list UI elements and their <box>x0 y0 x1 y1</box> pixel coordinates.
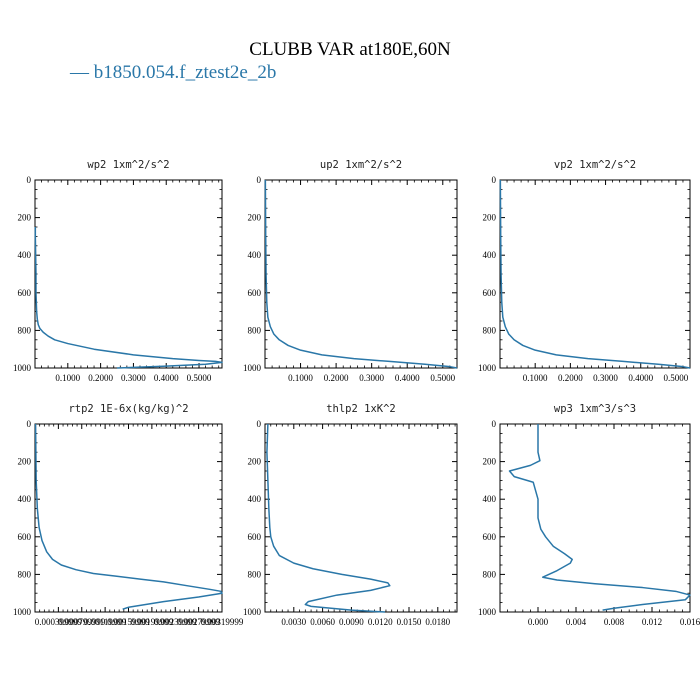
x-tick-label: 0.0090 <box>339 617 364 627</box>
y-tick-label: 400 <box>248 250 262 260</box>
panel-title: wp3 1xm^3/s^3 <box>554 403 636 415</box>
x-tick-label: 0.0030 <box>281 617 306 627</box>
x-tick-label: 0.00239999 <box>154 617 197 627</box>
x-tick-label: 0.0120 <box>368 617 393 627</box>
plot-frame <box>34 423 223 613</box>
y-tick-label: 0 <box>257 175 262 185</box>
x-tick-label: 0.000399999 <box>35 617 83 627</box>
plot-frame <box>264 423 458 613</box>
y-tick-label: 0 <box>27 419 32 429</box>
panel-title: rtp2 1E-6x(kg/kg)^2 <box>68 403 188 415</box>
y-tick-label: 200 <box>248 213 262 223</box>
x-tick-label: 0.5000 <box>430 373 455 383</box>
x-tick-label: 0.000799999 <box>58 617 106 627</box>
x-tick-label: 0.00319999 <box>201 617 244 627</box>
y-tick-label: 800 <box>483 325 497 335</box>
x-tick-label: 0.5000 <box>664 373 689 383</box>
y-tick-label: 1000 <box>243 363 262 373</box>
panel-title: thlp2 1xK^2 <box>326 403 396 415</box>
x-tick-label: 0.0180 <box>425 617 450 627</box>
x-tick-label: 0.3000 <box>593 373 618 383</box>
panel-title: up2 1xm^2/s^2 <box>320 159 402 171</box>
x-tick-label: 0.5000 <box>187 373 212 383</box>
panel-4: rtp2 1E-6x(kg/kg)^2020040060080010000.00… <box>13 403 244 627</box>
y-tick-label: 1000 <box>478 363 497 373</box>
series-line <box>499 179 691 369</box>
plot-frame <box>264 179 458 369</box>
x-tick-label: 0.4000 <box>395 373 420 383</box>
y-tick-label: 800 <box>248 325 262 335</box>
x-tick-label: 0.3000 <box>359 373 384 383</box>
y-tick-label: 200 <box>483 213 497 223</box>
y-tick-label: 1000 <box>478 607 497 617</box>
legend-entry: — b1850.054.f_ztest2e_2b <box>69 62 276 83</box>
x-tick-label: 0.4000 <box>154 373 179 383</box>
y-tick-label: 0 <box>492 419 497 429</box>
y-tick-label: 200 <box>248 457 262 467</box>
panel-title: vp2 1xm^2/s^2 <box>554 159 636 171</box>
x-tick-label: 0.0150 <box>397 617 422 627</box>
x-tick-label: 0.3000 <box>121 373 146 383</box>
y-tick-label: 800 <box>483 569 497 579</box>
x-tick-label: 0.016 <box>680 617 700 627</box>
x-tick-label: 0.2000 <box>88 373 113 383</box>
x-tick-label: 0.000 <box>528 617 549 627</box>
y-tick-label: 400 <box>483 250 497 260</box>
y-tick-label: 600 <box>18 532 32 542</box>
y-tick-label: 200 <box>18 457 32 467</box>
x-tick-label: 0.00119999 <box>84 617 127 627</box>
series-line <box>266 423 391 613</box>
x-tick-label: 0.1000 <box>288 373 313 383</box>
x-tick-label: 0.00199999 <box>131 617 174 627</box>
y-tick-label: 1000 <box>243 607 262 617</box>
y-tick-label: 0 <box>27 175 32 185</box>
x-tick-label: 0.1000 <box>55 373 80 383</box>
y-tick-label: 400 <box>483 494 497 504</box>
y-tick-label: 600 <box>248 288 262 298</box>
x-tick-label: 0.008 <box>604 617 625 627</box>
x-tick-label: 0.00279999 <box>177 617 220 627</box>
y-tick-label: 600 <box>18 288 32 298</box>
y-tick-label: 200 <box>18 213 32 223</box>
y-tick-label: 600 <box>483 288 497 298</box>
x-tick-label: 0.00159999 <box>107 617 150 627</box>
y-tick-label: 0 <box>492 175 497 185</box>
series-line <box>264 179 458 369</box>
panel-3: vp2 1xm^2/s^2 0 200 400 600 800 1000 0.1000 0.20… <box>478 159 691 383</box>
x-tick-label: 0.012 <box>642 617 662 627</box>
y-tick-label: 200 <box>483 457 497 467</box>
panel-title: wp2 1xm^2/s^2 <box>87 159 169 171</box>
panel-2: up2 1xm^2/s^2 0 200 400 600 800 1000 0.1000 0.20… <box>243 159 458 383</box>
y-tick-label: 600 <box>483 532 497 542</box>
y-tick-label: 800 <box>248 569 262 579</box>
y-tick-label: 0 <box>257 419 262 429</box>
y-tick-label: 800 <box>18 569 32 579</box>
series-line <box>508 424 691 611</box>
y-tick-label: 400 <box>248 494 262 504</box>
x-tick-label: 0.1000 <box>523 373 548 383</box>
x-tick-label: 0.0060 <box>310 617 335 627</box>
figure-title: CLUBB VAR at180E,60N <box>249 39 451 60</box>
x-tick-label: 0.2000 <box>324 373 349 383</box>
x-tick-label: 0.004 <box>566 617 587 627</box>
plot-frame <box>34 179 223 369</box>
series-line <box>34 227 223 369</box>
panel-1: wp2 1xm^2/s^2 0 200 400 600 800 1000 0.1000 0.20… <box>13 159 223 383</box>
x-tick-label: 0.4000 <box>628 373 653 383</box>
panel-6: wp3 1xm^3/s^3 0 200 400 600 800 1000 0.000 0.004… <box>478 403 700 627</box>
plot-frame <box>499 179 691 369</box>
y-tick-label: 800 <box>18 325 32 335</box>
y-tick-label: 1000 <box>13 363 32 373</box>
y-tick-label: 400 <box>18 494 32 504</box>
panel-grid: wp2 1xm^2/s^2 0 200 400 600 800 1000 0.1000 0.20… <box>13 159 700 627</box>
series-line <box>34 423 223 610</box>
y-tick-label: 600 <box>248 532 262 542</box>
y-tick-label: 1000 <box>13 607 32 617</box>
y-tick-label: 400 <box>18 250 32 260</box>
x-tick-label: 0.2000 <box>558 373 583 383</box>
panel-5: thlp2 1xK^2 0 200 400 600 800 1000 0.0030 0.0060… <box>243 403 458 627</box>
